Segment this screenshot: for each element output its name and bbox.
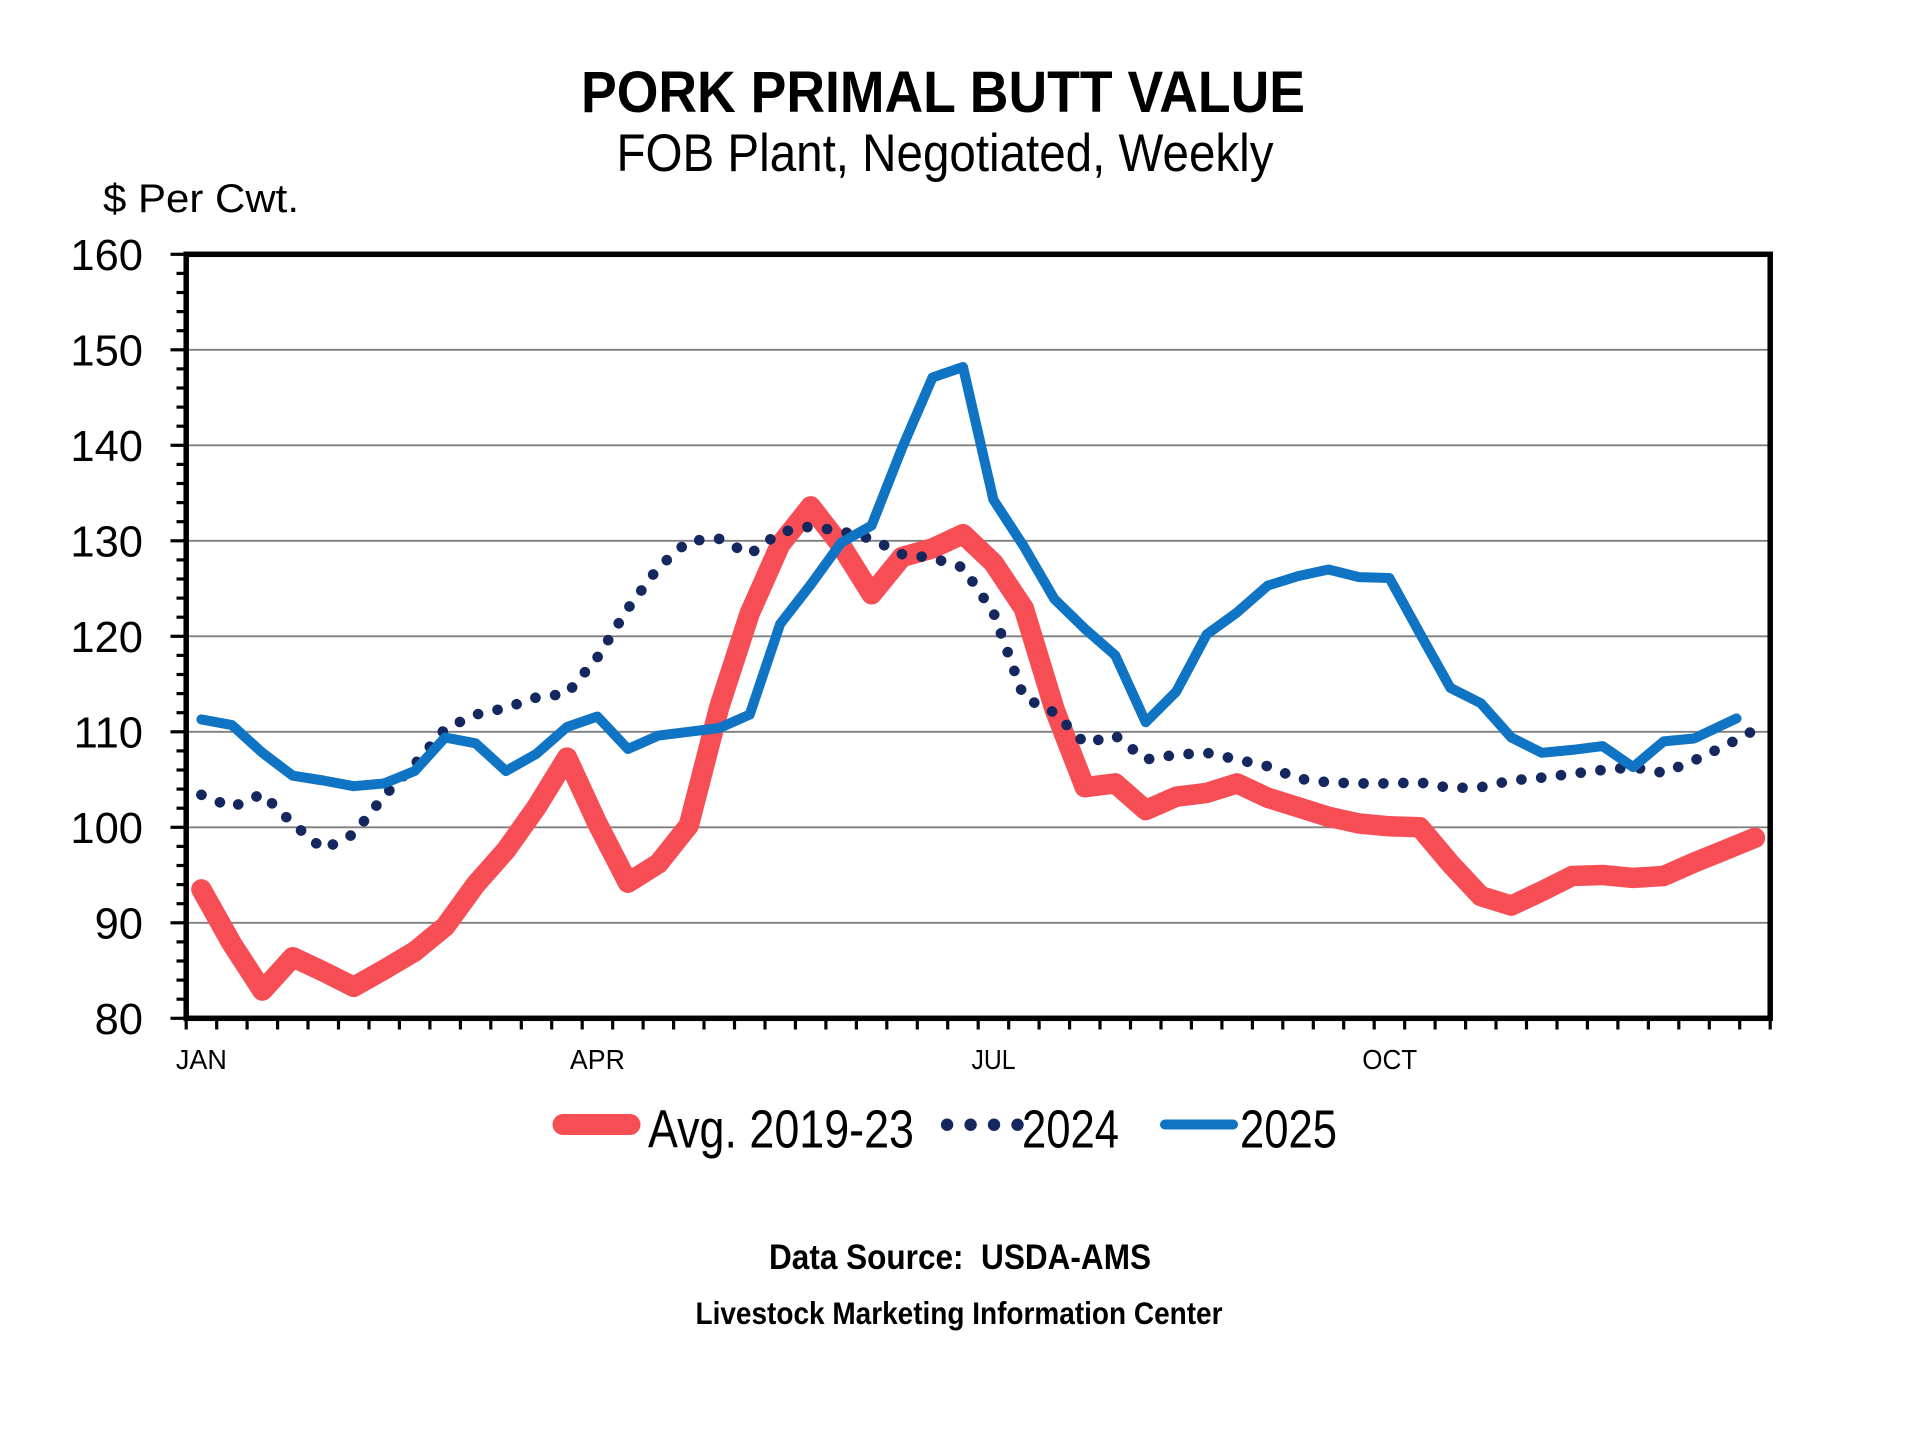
svg-text:OCT: OCT (1362, 1044, 1417, 1075)
svg-text:120: 120 (70, 614, 143, 662)
svg-text:100: 100 (70, 805, 143, 853)
svg-text:Livestock Marketing Informatio: Livestock Marketing Information Center (696, 1295, 1223, 1331)
svg-text:130: 130 (70, 518, 143, 566)
svg-text:$ Per Cwt.: $ Per Cwt. (103, 177, 299, 221)
svg-text:Data Source: USDA-AMS: Data Source: USDA-AMS (769, 1238, 1151, 1277)
svg-text:150: 150 (70, 327, 143, 375)
svg-text:APR: APR (570, 1044, 625, 1075)
svg-text:140: 140 (70, 423, 143, 471)
svg-text:2025: 2025 (1240, 1100, 1337, 1160)
svg-text:90: 90 (95, 900, 143, 948)
svg-text:Avg. 2019-23: Avg. 2019-23 (648, 1100, 914, 1160)
svg-text:2024: 2024 (1022, 1100, 1119, 1160)
svg-text:110: 110 (74, 709, 143, 757)
svg-text:JAN: JAN (176, 1044, 227, 1075)
svg-text:FOB Plant, Negotiated, Weekly: FOB Plant, Negotiated, Weekly (617, 124, 1274, 183)
svg-text:80: 80 (95, 996, 143, 1044)
svg-text:JUL: JUL (972, 1044, 1016, 1075)
svg-text:160: 160 (70, 232, 143, 280)
svg-text:PORK PRIMAL BUTT VALUE: PORK PRIMAL BUTT VALUE (581, 60, 1305, 125)
